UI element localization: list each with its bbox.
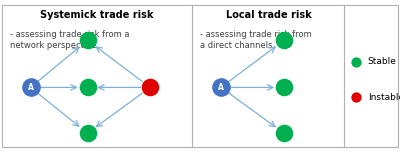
Text: A: A xyxy=(218,83,224,92)
Point xyxy=(353,96,360,99)
Point xyxy=(147,86,154,89)
Text: Instable: Instable xyxy=(368,93,400,102)
Text: A: A xyxy=(28,83,34,92)
Point xyxy=(27,86,34,89)
Text: - assessing trade risk from a
network perspective: - assessing trade risk from a network pe… xyxy=(10,30,129,50)
Text: Systemick trade risk: Systemick trade risk xyxy=(40,10,154,20)
Point xyxy=(84,86,91,89)
Text: - assessing trade risk from
a direct channels: - assessing trade risk from a direct cha… xyxy=(200,30,312,50)
Text: Local trade risk: Local trade risk xyxy=(226,10,312,20)
Point xyxy=(281,39,287,41)
Point xyxy=(353,60,360,63)
Point xyxy=(281,132,287,134)
Point xyxy=(84,39,91,41)
Text: Stable: Stable xyxy=(368,57,397,66)
Point xyxy=(281,86,287,89)
Point xyxy=(84,132,91,134)
Point xyxy=(218,86,224,89)
